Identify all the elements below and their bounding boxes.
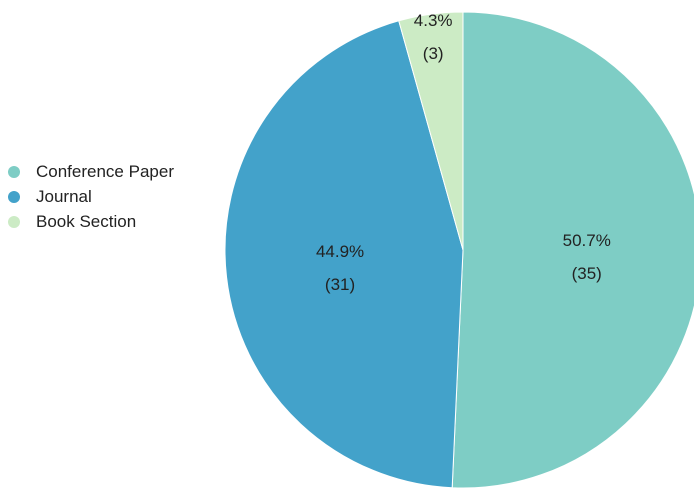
pie-slice-book-section[interactable]: [398, 11, 464, 251]
legend-marker-journal: [8, 191, 20, 203]
data-label-percent-journal: 44.9%: [316, 242, 364, 261]
legend-item-conference-paper[interactable]: Conference Paper: [8, 160, 174, 184]
legend-marker-book-section: [8, 216, 20, 228]
legend-marker-conference-paper: [8, 166, 20, 178]
data-label-count-journal: (31): [325, 275, 355, 294]
data-label-count-conference-paper: (35): [572, 264, 602, 283]
pie-slice-journal[interactable]: [224, 20, 464, 489]
data-label-percent-book-section: 4.3%: [414, 11, 453, 30]
legend-item-book-section[interactable]: Book Section: [8, 210, 174, 234]
pie-slice-conference-paper[interactable]: [451, 11, 694, 489]
data-label-count-book-section: (3): [423, 44, 444, 63]
legend-label-journal: Journal: [36, 187, 92, 206]
data-label-percent-conference-paper: 50.7%: [563, 231, 611, 250]
legend-item-journal[interactable]: Journal: [8, 185, 174, 209]
legend-label-book-section: Book Section: [36, 212, 137, 231]
legend-label-conference-paper: Conference Paper: [36, 162, 174, 181]
chart-legend: Conference Paper Journal Book Section: [8, 160, 174, 235]
